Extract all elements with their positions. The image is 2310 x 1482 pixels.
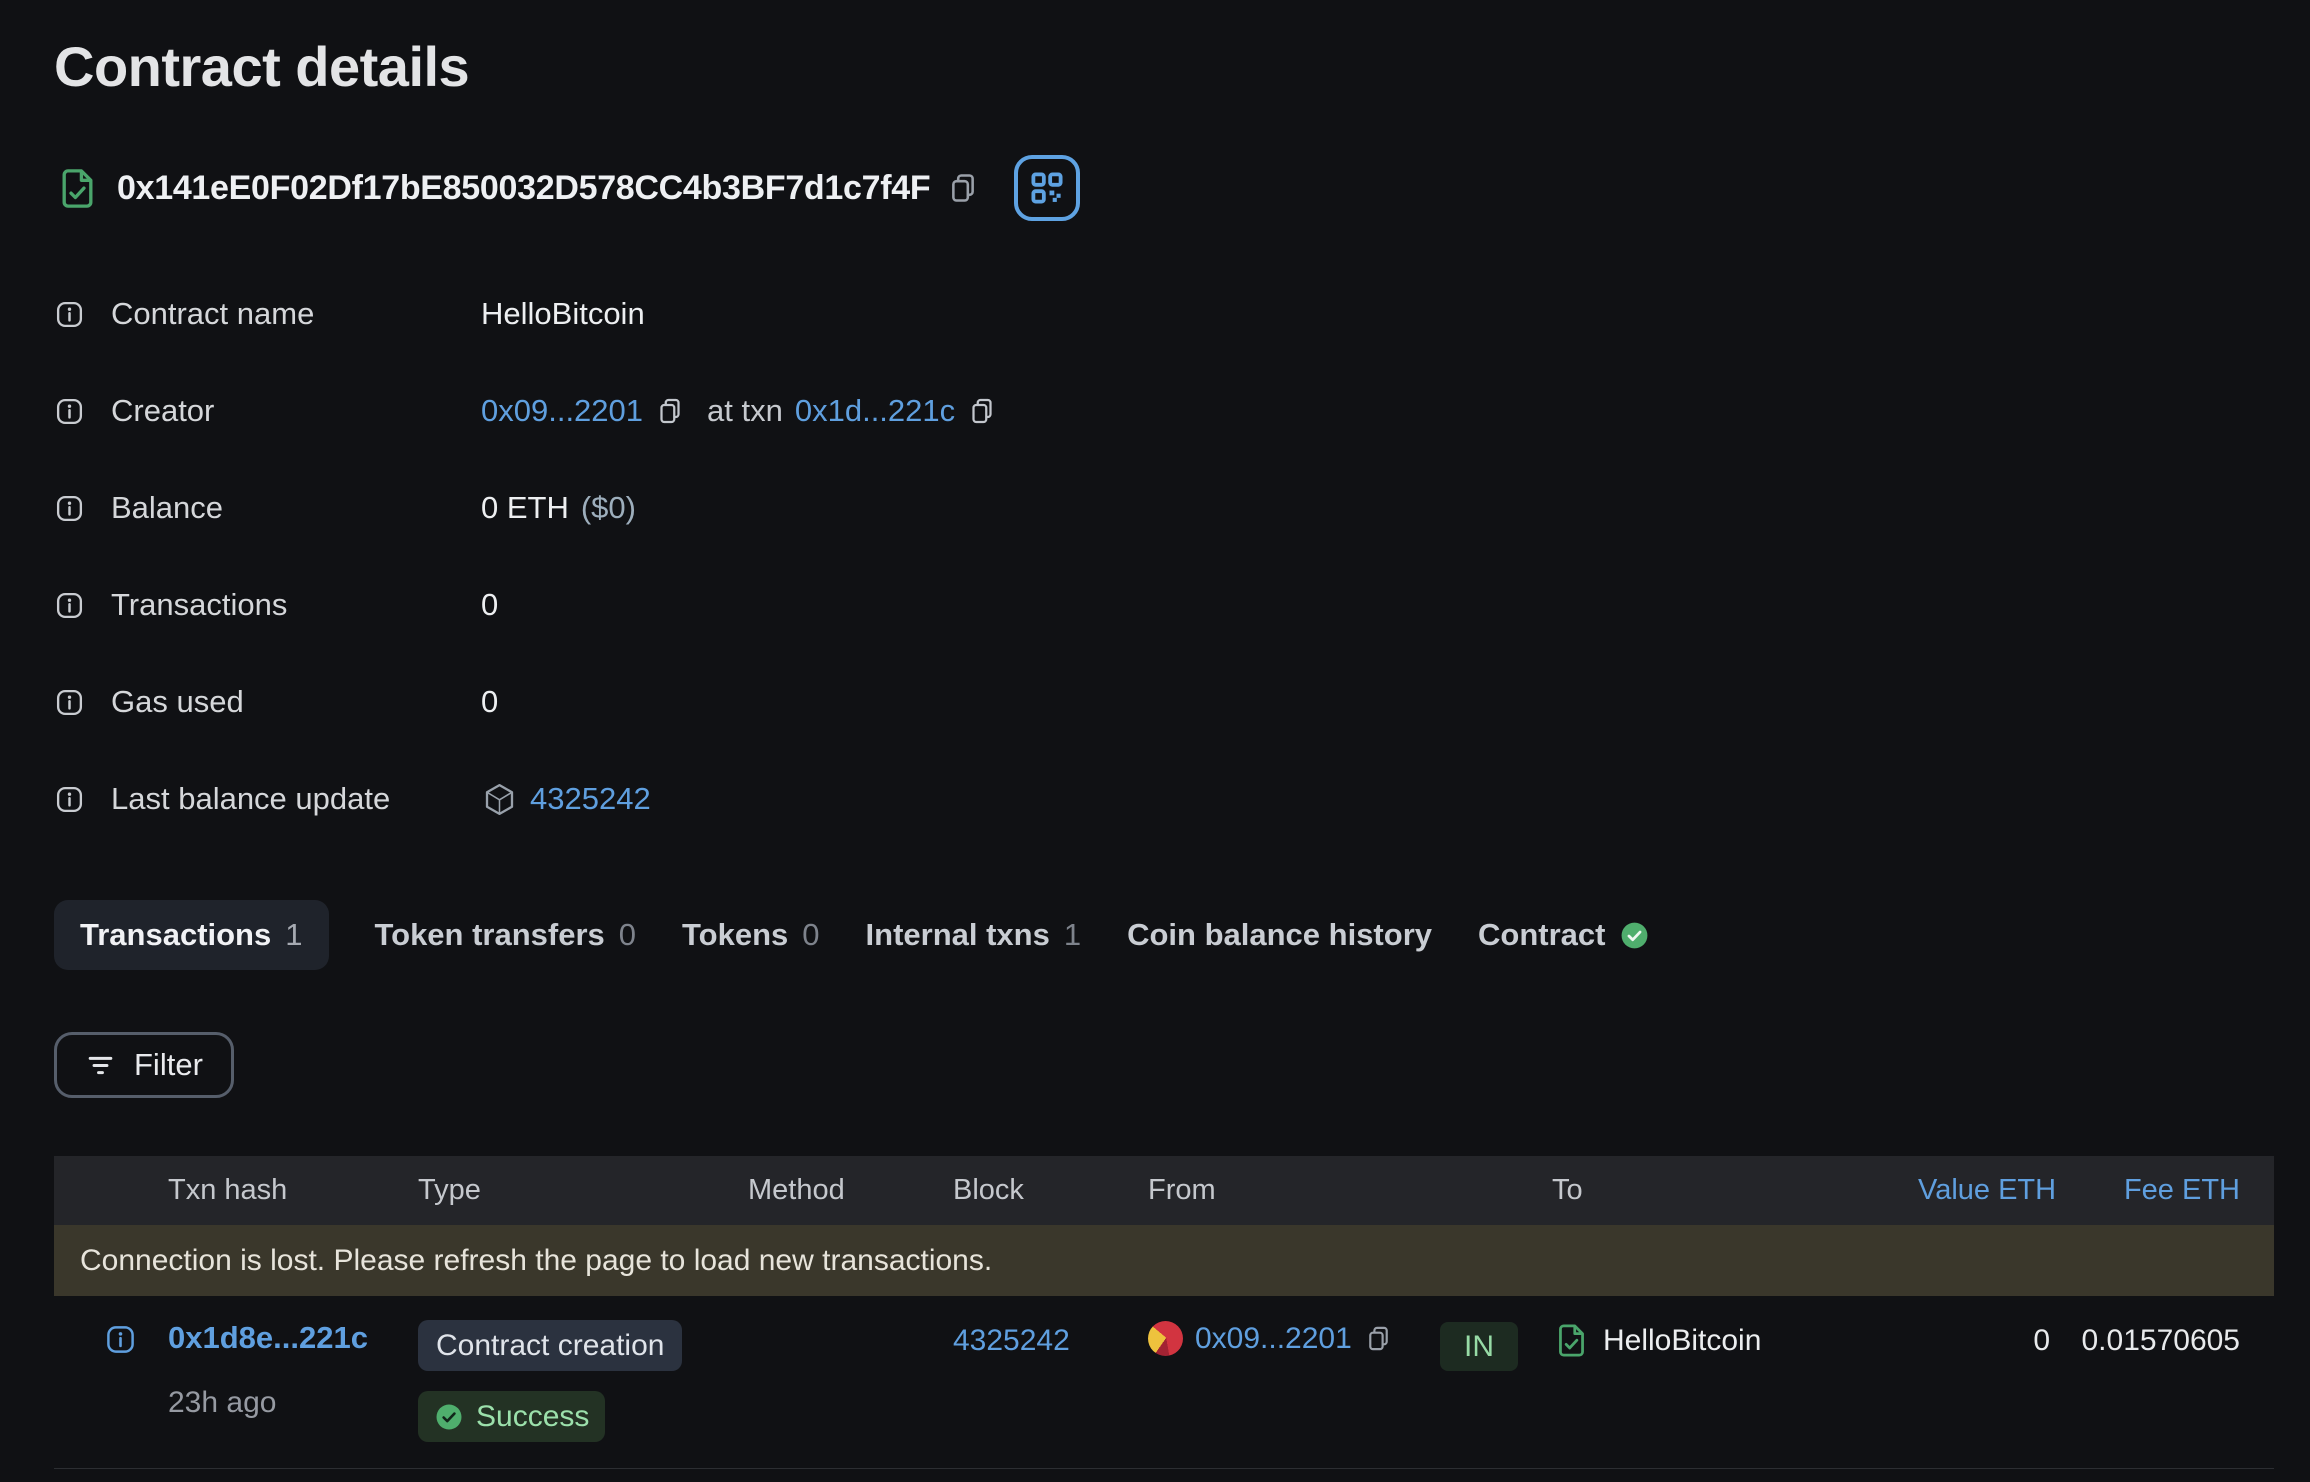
txn-age: 23h ago <box>168 1386 277 1419</box>
balance-usd: ($0) <box>580 490 636 525</box>
txn-type-badge: Contract creation <box>418 1320 683 1371</box>
address-row: 0x141eE0F02Df17bE850032D578CC4b3BF7d1c7f… <box>54 155 2274 221</box>
tab-label: Coin balance history <box>1127 917 1432 952</box>
creation-txn-link[interactable]: 0x1d...221c <box>794 393 956 428</box>
contract-address: 0x141eE0F02Df17bE850032D578CC4b3BF7d1c7f… <box>117 168 931 207</box>
qr-code-button[interactable] <box>1014 155 1081 221</box>
tab-label: Contract <box>1478 917 1606 952</box>
tab-contract[interactable]: Contract <box>1478 917 1650 953</box>
last-balance-block-link[interactable]: 4325242 <box>530 781 651 816</box>
info-hint-icon[interactable] <box>54 493 85 524</box>
from-address-link[interactable]: 0x09...2201 <box>1195 1321 1352 1355</box>
filter-label: Filter <box>134 1047 203 1082</box>
info-label: Gas used <box>111 684 244 719</box>
verified-check-icon <box>1620 920 1650 950</box>
contract-info-list: Contract name HelloBitcoin Creator 0x09.… <box>54 293 2274 820</box>
page-title: Contract details <box>54 35 470 98</box>
tab-label: Token transfers <box>374 917 605 952</box>
info-hint-icon[interactable] <box>54 590 85 621</box>
tab-internal-txns[interactable]: Internal txns 1 <box>866 917 1082 953</box>
tab-transactions[interactable]: Transactions 1 <box>54 900 329 970</box>
info-label: Contract name <box>111 296 315 331</box>
col-fee-eth[interactable]: Fee ETH <box>2123 1174 2240 1206</box>
transactions-table: Txn hash Type Method Block From To Value… <box>54 1156 2274 1469</box>
gas-used-value: 0 <box>481 684 499 719</box>
tab-count: 1 <box>1063 917 1082 952</box>
info-hint-icon[interactable] <box>54 396 85 427</box>
col-method: Method <box>748 1174 845 1206</box>
info-hint-icon[interactable] <box>54 299 85 330</box>
copy-icon <box>952 174 975 202</box>
to-contract-name: HelloBitcoin <box>1603 1323 1762 1357</box>
qr-code-icon <box>1031 172 1063 204</box>
table-row: 0x1d8e...221c 23h ago Contract creation … <box>54 1296 2274 1469</box>
tab-label: Tokens <box>682 917 789 952</box>
txn-status-badge: Success <box>418 1391 606 1442</box>
col-value-eth[interactable]: Value ETH <box>1918 1174 2057 1206</box>
tab-count: 0 <box>802 917 820 952</box>
txn-fee: 0.01570605 <box>2081 1324 2241 1357</box>
info-row-contract-name: Contract name HelloBitcoin <box>54 293 2274 335</box>
success-check-icon <box>435 1402 463 1431</box>
info-hint-icon[interactable] <box>54 784 85 815</box>
filter-icon <box>88 1056 113 1074</box>
tab-label: Transactions <box>80 917 272 952</box>
tab-token-transfers[interactable]: Token transfers 0 <box>375 917 637 953</box>
filter-button[interactable]: Filter <box>54 1032 234 1098</box>
block-cube-icon <box>485 783 514 815</box>
info-label: Transactions <box>111 587 288 622</box>
copy-txn-button[interactable] <box>967 396 997 426</box>
tab-bar: Transactions 1 Token transfers 0 Tokens … <box>54 900 2274 970</box>
copy-icon <box>1368 1326 1388 1351</box>
tab-tokens[interactable]: Tokens 0 <box>682 917 819 953</box>
copy-icon <box>660 398 680 424</box>
col-block: Block <box>953 1174 1024 1206</box>
info-hint-icon[interactable] <box>54 687 85 718</box>
info-row-creator: Creator 0x09...2201 at txn 0x1d...221c <box>54 390 2274 432</box>
table-header-row: Txn hash Type Method Block From To Value… <box>54 1156 2274 1225</box>
block-link[interactable]: 4325242 <box>953 1324 1070 1357</box>
tab-label: Internal txns <box>865 917 1050 952</box>
status-label: Success <box>476 1400 590 1433</box>
info-row-gas-used: Gas used 0 <box>54 681 2274 723</box>
copy-creator-button[interactable] <box>655 396 685 426</box>
balance-value: 0 ETH <box>481 490 569 525</box>
info-label: Balance <box>111 490 224 525</box>
col-to: To <box>1552 1174 1583 1206</box>
copy-from-button[interactable] <box>1364 1324 1393 1353</box>
txn-hash-link[interactable]: 0x1d8e...221c <box>168 1320 368 1355</box>
col-txn-hash: Txn hash <box>168 1174 288 1206</box>
info-label: Creator <box>111 393 215 428</box>
tab-coin-balance-history[interactable]: Coin balance history <box>1127 917 1432 953</box>
info-row-balance: Balance 0 ETH ($0) <box>54 487 2274 529</box>
creator-address-link[interactable]: 0x09...2201 <box>481 393 644 428</box>
col-type: Type <box>418 1174 481 1206</box>
col-from: From <box>1148 1174 1216 1206</box>
tab-count: 1 <box>285 917 303 952</box>
info-row-last-balance-update: Last balance update 4325242 <box>54 778 2274 820</box>
direction-badge: IN <box>1440 1322 1518 1371</box>
from-avatar <box>1148 1321 1183 1356</box>
at-txn-label: at txn <box>707 393 783 428</box>
transactions-count: 0 <box>481 587 499 622</box>
info-label: Last balance update <box>111 781 391 816</box>
tab-count: 0 <box>618 917 637 952</box>
to-contract-icon <box>1559 1324 1584 1357</box>
contract-name-value: HelloBitcoin <box>481 296 645 331</box>
connection-lost-banner: Connection is lost. Please refresh the p… <box>54 1225 2274 1296</box>
verified-contract-icon <box>62 168 93 208</box>
info-row-transactions: Transactions 0 <box>54 584 2274 626</box>
copy-icon <box>972 398 992 424</box>
copy-address-button[interactable] <box>946 171 980 205</box>
txn-info-icon[interactable] <box>104 1323 137 1356</box>
txn-value: 0 <box>2033 1324 2050 1357</box>
